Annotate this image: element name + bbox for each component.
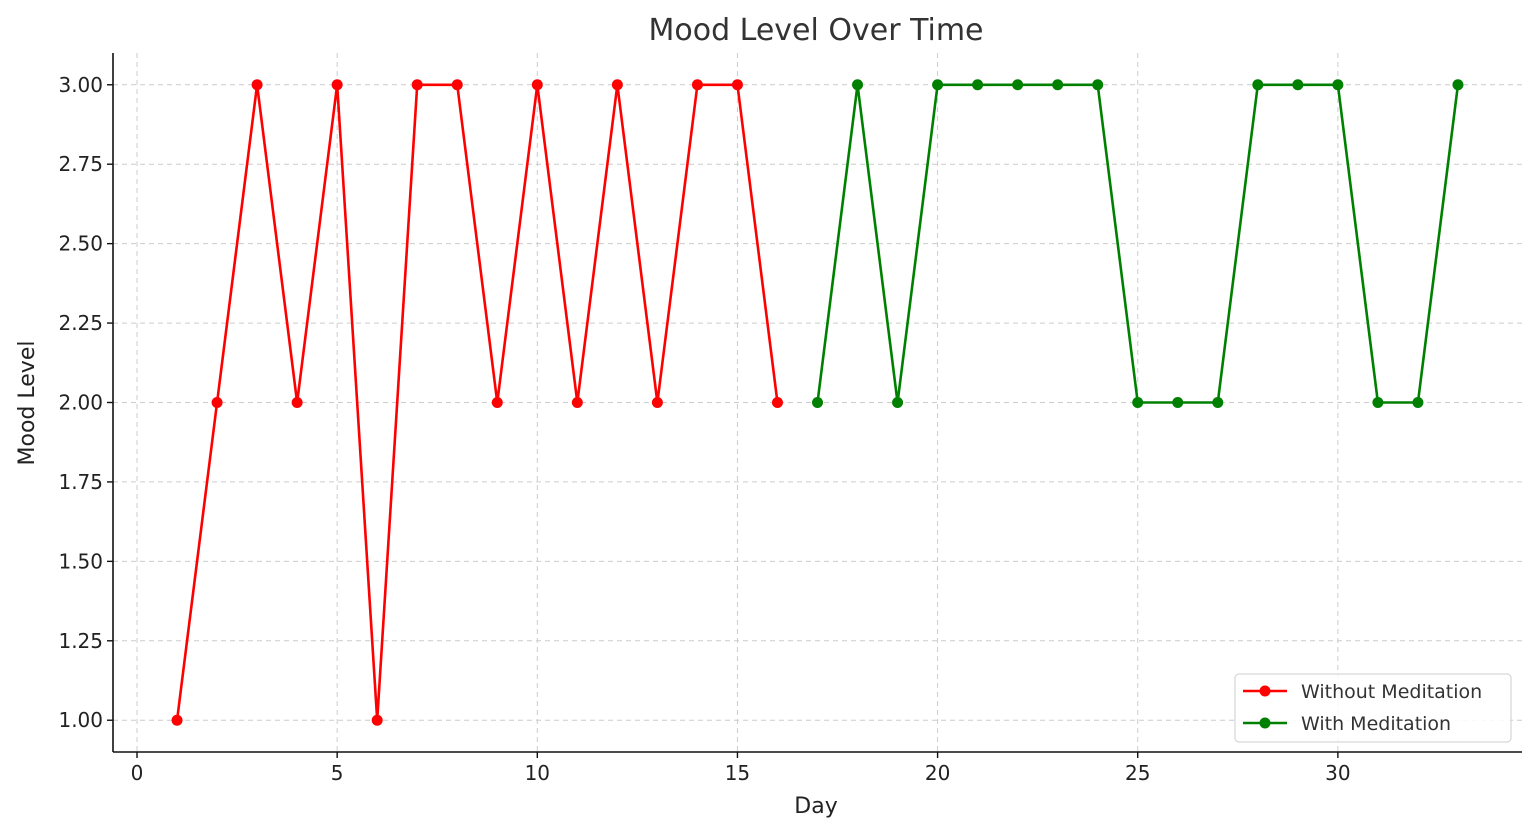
y-tick-label: 2.75 bbox=[58, 152, 103, 176]
y-tick-label: 1.50 bbox=[58, 549, 103, 573]
x-tick-label: 0 bbox=[131, 761, 144, 785]
x-tick-label: 30 bbox=[1325, 761, 1350, 785]
data-point bbox=[932, 79, 944, 91]
data-point bbox=[1292, 79, 1304, 91]
series-with-meditation bbox=[812, 79, 1464, 408]
data-point bbox=[1052, 79, 1064, 91]
x-tick-label: 15 bbox=[725, 761, 750, 785]
data-point bbox=[771, 397, 783, 408]
legend: Without Meditation With Meditation bbox=[1234, 673, 1512, 743]
legend-entry: Without Meditation bbox=[1243, 681, 1482, 703]
data-point bbox=[291, 397, 303, 408]
y-axis-label: Mood Level bbox=[15, 341, 40, 466]
legend-marker-swatch bbox=[1259, 717, 1271, 729]
data-point bbox=[812, 397, 823, 408]
data-point bbox=[451, 79, 463, 91]
legend-label: Without Meditation bbox=[1301, 681, 1482, 703]
series-layer bbox=[171, 79, 1464, 726]
legend-entry: With Meditation bbox=[1243, 713, 1451, 735]
x-tick-label: 10 bbox=[525, 761, 550, 785]
data-point bbox=[1172, 397, 1184, 408]
data-point bbox=[531, 79, 543, 91]
data-point bbox=[1452, 79, 1464, 91]
legend-entries: Without Meditation With Meditation bbox=[1243, 681, 1482, 735]
y-tick-label: 2.00 bbox=[58, 391, 103, 415]
data-point bbox=[1092, 79, 1104, 91]
axis-ticks: 0 5 10 15 20 25 30 1.00 1.25 1.50 1.75 2.00 2.25 2.50… bbox=[58, 73, 1350, 785]
data-point bbox=[1332, 79, 1344, 91]
legend-frame bbox=[1234, 673, 1512, 743]
data-point bbox=[331, 79, 343, 91]
series-line bbox=[175, 83, 779, 722]
legend-marker-swatch bbox=[1259, 685, 1271, 697]
data-point bbox=[651, 397, 663, 408]
data-point bbox=[972, 79, 984, 91]
data-point bbox=[1412, 397, 1424, 408]
x-tick-label: 25 bbox=[1125, 761, 1150, 785]
data-point bbox=[371, 714, 383, 726]
data-point bbox=[691, 79, 703, 91]
x-tick-label: 20 bbox=[925, 761, 950, 785]
data-point bbox=[611, 79, 623, 91]
data-point bbox=[852, 79, 864, 91]
data-point bbox=[171, 714, 183, 726]
x-axis-label: Day bbox=[794, 794, 837, 819]
data-point bbox=[892, 397, 904, 408]
y-tick-label: 2.50 bbox=[58, 232, 103, 256]
x-tick-label: 5 bbox=[331, 761, 344, 785]
data-point bbox=[1212, 397, 1224, 408]
y-tick-label: 2.25 bbox=[58, 311, 103, 335]
data-point bbox=[1252, 79, 1264, 91]
data-point bbox=[1012, 79, 1024, 91]
data-point bbox=[491, 397, 503, 408]
data-point bbox=[211, 397, 223, 408]
data-point bbox=[1372, 397, 1384, 408]
data-point bbox=[571, 397, 583, 408]
y-tick-label: 3.00 bbox=[58, 73, 103, 97]
chart-title: Mood Level Over Time bbox=[648, 13, 983, 48]
data-point bbox=[1132, 397, 1144, 408]
data-point bbox=[731, 79, 743, 91]
data-point bbox=[411, 79, 423, 91]
legend-label: With Meditation bbox=[1301, 713, 1451, 735]
y-tick-label: 1.25 bbox=[58, 629, 103, 653]
series-without-meditation bbox=[171, 79, 783, 726]
data-point bbox=[251, 79, 263, 91]
y-tick-label: 1.00 bbox=[58, 708, 103, 732]
y-tick-label: 1.75 bbox=[58, 470, 103, 494]
